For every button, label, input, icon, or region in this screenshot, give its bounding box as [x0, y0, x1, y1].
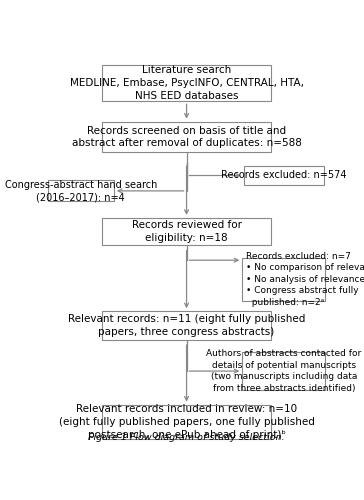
Text: Relevant records included in review: n=10
(eight fully published papers, one ful: Relevant records included in review: n=1… [59, 404, 314, 440]
FancyBboxPatch shape [102, 404, 271, 439]
FancyBboxPatch shape [48, 180, 114, 202]
Text: Records reviewed for
eligibility: n=18: Records reviewed for eligibility: n=18 [131, 220, 242, 242]
Text: Congress-abstract hand search
(2016–2017): n=4: Congress-abstract hand search (2016–2017… [5, 180, 157, 203]
Text: Records excluded: n=7
• No comparison of relevance: n=2
• No analysis of relevan: Records excluded: n=7 • No comparison of… [246, 252, 364, 307]
FancyBboxPatch shape [242, 258, 325, 300]
Text: Records screened on basis of title and
abstract after removal of duplicates: n=5: Records screened on basis of title and a… [72, 126, 301, 148]
FancyBboxPatch shape [102, 218, 271, 245]
Text: Authors of abstracts contacted for
details of potential manuscripts
(two manuscr: Authors of abstracts contacted for detai… [206, 350, 361, 393]
Text: Records excluded: n=574: Records excluded: n=574 [221, 170, 347, 180]
FancyBboxPatch shape [102, 311, 271, 340]
FancyBboxPatch shape [244, 166, 324, 185]
FancyBboxPatch shape [102, 122, 271, 152]
Text: Literature search
MEDLINE, Embase, PsycINFO, CENTRAL, HTA,
NHS EED databases: Literature search MEDLINE, Embase, PsycI… [70, 66, 304, 101]
Text: Relevant records: n=11 (eight fully published
papers, three congress abstracts): Relevant records: n=11 (eight fully publ… [68, 314, 305, 337]
Text: Figure 1 Flow diagram of study selection.: Figure 1 Flow diagram of study selection… [88, 434, 285, 442]
FancyBboxPatch shape [102, 65, 271, 102]
FancyBboxPatch shape [242, 352, 325, 391]
